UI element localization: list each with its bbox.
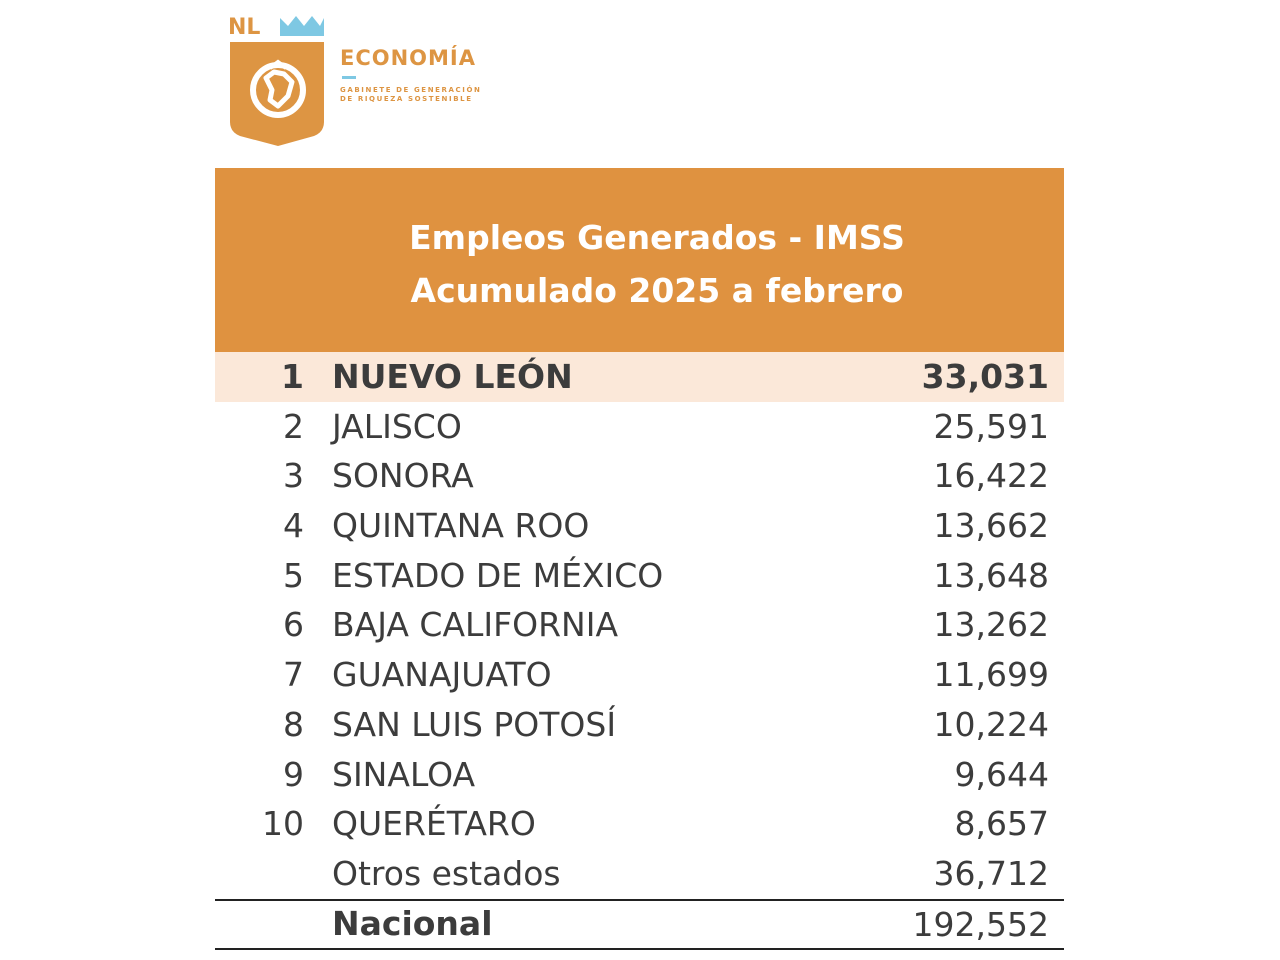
table-row: 4 QUINTANA ROO 13,662 bbox=[215, 501, 1064, 551]
row-rank: 7 bbox=[283, 655, 304, 695]
table-row: 7 GUANAJUATO 11,699 bbox=[215, 650, 1064, 700]
total-value: 192,552 bbox=[912, 904, 1049, 944]
logo-subtitle: GABINETE DE GENERACIÓN DE RIQUEZA SOSTEN… bbox=[340, 86, 482, 104]
table-row: 8 SAN LUIS POTOSÍ 10,224 bbox=[215, 700, 1064, 750]
row-rank: 2 bbox=[283, 406, 304, 446]
row-value: 13,662 bbox=[933, 506, 1049, 546]
row-rank: 3 bbox=[283, 456, 304, 496]
row-state: SINALOA bbox=[332, 754, 476, 794]
row-value: 13,262 bbox=[933, 605, 1049, 645]
logo-subtitle-line2: DE RIQUEZA SOSTENIBLE bbox=[340, 95, 473, 103]
table-title-line2: Acumulado 2025 a febrero bbox=[410, 271, 904, 310]
row-state: NUEVO LEÓN bbox=[332, 357, 573, 396]
row-value: 11,699 bbox=[933, 655, 1049, 695]
row-state: ESTADO DE MÉXICO bbox=[332, 555, 664, 595]
table-row: 10 QUERÉTARO 8,657 bbox=[215, 799, 1064, 849]
row-rank: 5 bbox=[283, 555, 304, 595]
row-rank: 9 bbox=[283, 754, 304, 794]
others-value: 36,712 bbox=[933, 853, 1049, 893]
row-value: 10,224 bbox=[933, 704, 1049, 744]
row-state: GUANAJUATO bbox=[332, 655, 552, 695]
total-label: Nacional bbox=[332, 903, 493, 943]
table-row: 3 SONORA 16,422 bbox=[215, 451, 1064, 501]
row-value: 13,648 bbox=[933, 555, 1049, 595]
row-state: SAN LUIS POTOSÍ bbox=[332, 704, 617, 744]
table-row-total: Nacional 192,552 bbox=[215, 898, 1064, 950]
row-state: QUINTANA ROO bbox=[332, 506, 590, 546]
row-rank: 4 bbox=[283, 506, 304, 546]
others-label: Otros estados bbox=[332, 853, 561, 893]
row-value: 9,644 bbox=[954, 754, 1049, 794]
logo-accent-bar bbox=[342, 76, 356, 79]
row-rank: 10 bbox=[262, 804, 304, 844]
row-value: 25,591 bbox=[933, 406, 1049, 446]
table-header: Empleos Generados - IMSS Acumulado 2025 … bbox=[215, 168, 1064, 352]
row-state: BAJA CALIFORNIA bbox=[332, 605, 619, 645]
table-row: 6 BAJA CALIFORNIA 13,262 bbox=[215, 600, 1064, 650]
row-state: SONORA bbox=[332, 456, 474, 496]
row-value: 16,422 bbox=[933, 456, 1049, 496]
table-row: 5 ESTADO DE MÉXICO 13,648 bbox=[215, 551, 1064, 601]
row-rank: 1 bbox=[281, 357, 304, 396]
economia-logo: NL ECONOMÍA GABINETE DE GENERACIÓN DE RI… bbox=[226, 10, 526, 150]
nl-shield-logo-icon: NL bbox=[228, 15, 324, 146]
row-value: 33,031 bbox=[921, 357, 1049, 396]
table-row: 2 JALISCO 25,591 bbox=[215, 402, 1064, 452]
row-rank: 8 bbox=[283, 704, 304, 744]
row-rank: 6 bbox=[283, 605, 304, 645]
row-value: 8,657 bbox=[954, 804, 1049, 844]
table-row: 9 SINALOA 9,644 bbox=[215, 750, 1064, 800]
logo-title: ECONOMÍA bbox=[340, 46, 476, 70]
row-state: JALISCO bbox=[332, 406, 462, 446]
logo-subtitle-line1: GABINETE DE GENERACIÓN bbox=[340, 86, 482, 94]
table-row-others: Otros estados 36,712 bbox=[215, 849, 1064, 899]
table-row-highlighted: 1 NUEVO LEÓN 33,031 bbox=[215, 352, 1064, 402]
row-state: QUERÉTARO bbox=[332, 804, 536, 844]
logo-mark-text: NL bbox=[228, 15, 260, 40]
table-title-line1: Empleos Generados - IMSS bbox=[409, 218, 905, 257]
employment-ranking-table: Empleos Generados - IMSS Acumulado 2025 … bbox=[215, 168, 1064, 950]
